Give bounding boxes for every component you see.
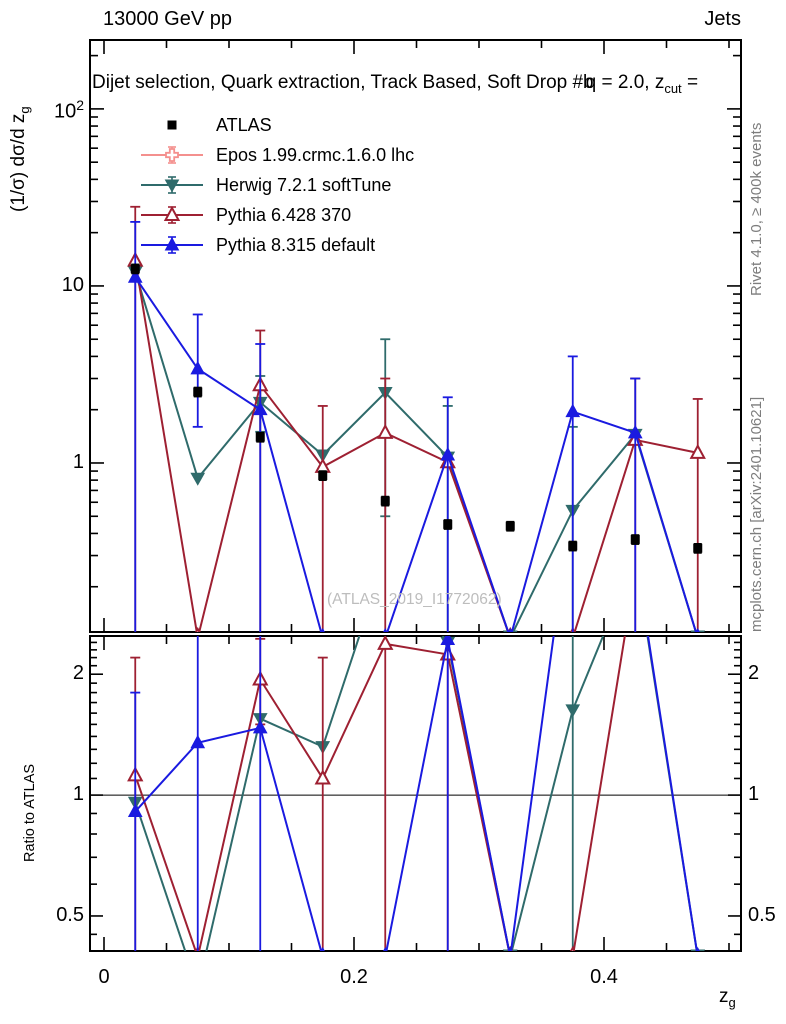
y-axis-title-text: (1/σ) dσ/d z [8,113,29,212]
clipped-edge-marker [383,627,388,632]
subtitle-prefix: Dijet selection, Quark extraction, Track… [92,72,594,93]
main-panel-frame [89,39,742,633]
legend-marker-cross-icon [141,146,203,164]
analysis-type-label: Jets [704,8,741,30]
atlas-data-point [630,534,640,544]
analysis-id-watermark: (ATLAS_2019_I1772062) [327,591,502,608]
plot-legend: ATLAS Epos 1.99.crmc.1.6.0 lhc Herwig 7.2.… [138,110,414,260]
ratio-y-tick-label-right: 2 [748,662,760,685]
clipped-edge-marker [569,945,576,951]
legend-item-3: Pythia 6.428 370 [138,200,414,230]
x-tick-label: 0 [98,966,110,988]
data-point-marker [377,423,394,439]
atlas-data-point [255,432,265,442]
x-tick-label: 0.4 [590,966,618,988]
x-axis-title-text: z [719,986,729,1007]
main-y-tick-label: 102 [53,96,84,123]
mcplots-reference-note: mcplots.cern.ch [arXiv:2401.10621] [748,396,765,632]
clipped-edge-marker [508,627,513,632]
series-line [134,271,697,632]
ratio-y-tick-label-right: 1 [748,783,760,806]
atlas-data-point [318,470,328,480]
atlas-data-point [130,264,140,274]
series-ratio-line [134,636,698,951]
atlas-data-point [568,541,578,551]
legend-label: ATLAS [216,114,272,135]
ratio-panel-frame [89,635,742,952]
clipped-edge-marker [320,946,325,951]
x-tick-label: 0.2 [340,966,368,988]
legend-label: Pythia 6.428 370 [216,204,352,225]
clipped-edge-marker [695,627,700,632]
data-point-marker [689,443,706,459]
data-point-marker [252,719,268,734]
series-main-3 [127,205,706,632]
atlas-data-point [380,496,390,506]
atlas-data-point [505,521,515,531]
series-main-atlas [130,263,703,554]
main-y-tick-label: 10 [61,273,84,296]
data-point-marker [314,769,331,785]
plot-subtitle: Dijet selection, Quark extraction, Track… [92,72,698,96]
ratio-y-tick-label-left: 0.5 [56,903,84,926]
subtitle-overlap-glyph: q [585,72,597,93]
data-point-marker [440,446,456,461]
series-main-4 [127,220,700,632]
data-point-marker [127,269,143,283]
data-point-marker [191,983,204,995]
data-point-marker [190,734,206,749]
legend-item-4: Pythia 8.315 default [138,230,414,260]
y-axis-title-sub: g [16,106,32,114]
ratio-axis-title: Ratio to ATLAS [22,763,38,862]
data-point-marker [190,360,206,375]
series-line [134,276,697,632]
data-point-marker [565,704,581,718]
data-point-marker [440,636,456,646]
legend-marker-triangle-down-icon [141,176,203,194]
subtitle-suffix: = [681,72,699,93]
subtitle-mid: = 2.0, z [596,72,665,93]
ratio-y-tick-label-left: 2 [72,662,84,685]
clipped-edge-marker [194,626,201,632]
data-point-marker [627,424,643,439]
legend-item-2: Herwig 7.2.1 softTune [138,170,414,200]
legend-label: Pythia 8.315 default [216,234,376,255]
rivet-version-note: Rivet 4.1.0, ≥ 400k events [748,122,765,296]
data-point-marker [190,472,206,486]
x-axis-title: zg [719,986,736,1010]
data-point-marker [127,803,143,818]
series-line [134,260,698,632]
legend-label: Herwig 7.2.1 softTune [216,174,392,195]
data-point-marker [377,636,394,650]
data-point-marker [565,403,581,418]
legend-marker-triangle-up-icon [141,205,203,224]
series-ratio-line [134,636,626,951]
legend-marker-triangle-up-icon [141,236,203,254]
clipped-edge-marker [383,946,388,951]
clipped-edge-marker [508,946,513,951]
atlas-data-point [193,387,203,397]
data-point-marker [252,401,268,416]
atlas-data-point [693,543,703,553]
x-axis-title-sub: g [728,994,736,1010]
subtitle-subscript: cut [664,80,682,96]
legend-marker-square-icon [167,120,177,130]
legend-item-1: Epos 1.99.crmc.1.6.0 lhc [138,140,414,170]
series-ratio-4 [127,636,700,951]
axis-ticks [90,40,741,951]
legend-item-0: ATLAS [138,110,414,140]
series-ratio-2 [127,636,706,995]
ratio-y-tick-label-left: 1 [72,783,84,806]
beam-energy-label: 13000 GeV pp [103,8,232,30]
main-y-tick-label: 1 [72,450,84,473]
y-axis-title: (1/σ) dσ/d zg [8,106,32,212]
atlas-data-point [443,519,453,529]
ratio-y-tick-label-right: 0.5 [748,903,776,926]
legend-label: Epos 1.99.crmc.1.6.0 lhc [216,144,415,165]
series-ratio-line [134,636,698,951]
clipped-edge-marker [320,627,325,632]
clipped-edge-marker [695,946,700,951]
